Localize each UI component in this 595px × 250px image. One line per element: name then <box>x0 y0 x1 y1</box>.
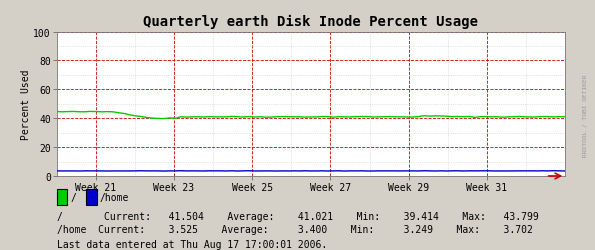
Text: /       Current:   41.504    Average:    41.021    Min:    39.414    Max:   43.7: / Current: 41.504 Average: 41.021 Min: 3… <box>57 211 538 221</box>
Title: Quarterly earth Disk Inode Percent Usage: Quarterly earth Disk Inode Percent Usage <box>143 14 478 28</box>
Text: /: / <box>70 192 76 202</box>
Text: /home  Current:    3.525    Average:     3.400    Min:     3.249    Max:    3.70: /home Current: 3.525 Average: 3.400 Min:… <box>57 224 533 234</box>
Text: RRDTOOL / TOBI OETIKER: RRDTOOL / TOBI OETIKER <box>583 74 587 156</box>
Text: /home: /home <box>100 192 129 202</box>
Text: Last data entered at Thu Aug 17 17:00:01 2006.: Last data entered at Thu Aug 17 17:00:01… <box>57 240 327 250</box>
Y-axis label: Percent Used: Percent Used <box>21 69 30 140</box>
